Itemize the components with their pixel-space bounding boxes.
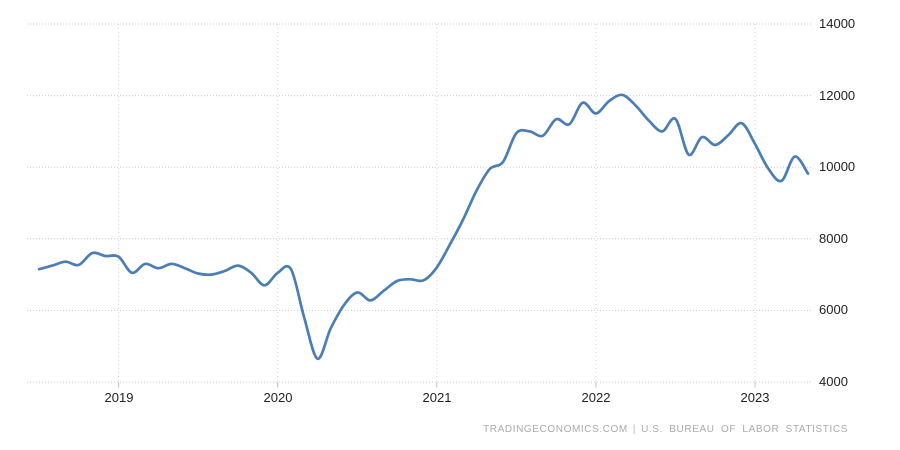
y-axis-label: 8000 xyxy=(819,231,848,246)
x-axis-label: 2023 xyxy=(740,390,770,405)
y-axis-label: 14000 xyxy=(819,16,856,31)
attribution-provider: U.S. BUREAU OF LABOR STATISTICS xyxy=(641,424,848,435)
attribution-source-link[interactable]: TRADINGECONOMICS.COM xyxy=(483,424,628,435)
x-axis-label: 2019 xyxy=(104,390,134,405)
y-axis-label: 10000 xyxy=(819,159,856,174)
series-line[interactable] xyxy=(37,93,810,361)
attribution: TRADINGECONOMICS.COM | U.S. BUREAU OF LABO… xyxy=(483,423,848,436)
y-axis-label: 4000 xyxy=(819,374,848,389)
x-axis-label: 2021 xyxy=(422,390,452,405)
y-axis-label: 6000 xyxy=(819,302,848,317)
y-axis-label: 12000 xyxy=(819,88,856,103)
x-axis-label: 2022 xyxy=(581,390,611,405)
x-axis-label: 2020 xyxy=(263,390,293,405)
attribution-separator: | xyxy=(632,424,637,435)
